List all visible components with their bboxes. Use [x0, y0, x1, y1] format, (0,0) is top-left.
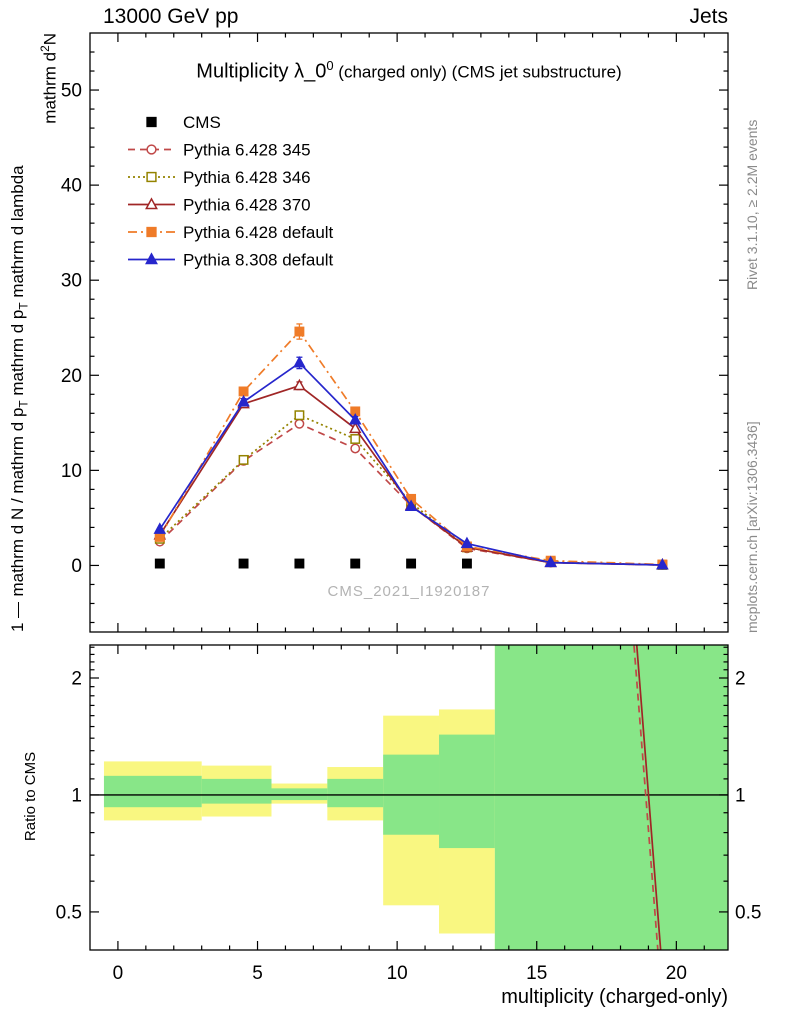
analysis-group-label: Jets: [689, 5, 728, 28]
x-axis-label: multiplicity (charged-only): [501, 986, 728, 1008]
svg-text:2: 2: [71, 669, 82, 690]
legend-entry-pythia-6-428-346: Pythia 6.428 346: [128, 168, 311, 187]
green-band: [201, 778, 272, 804]
ratio-panel-border: [89, 644, 729, 951]
svg-text:1: 1: [735, 785, 746, 806]
legend-entry-pythia-6-428-345: Pythia 6.428 345: [128, 141, 311, 160]
svg-text:0.5: 0.5: [56, 902, 82, 923]
beam-energy-label: 13000 GeV pp: [103, 5, 239, 28]
green-band: [271, 788, 328, 801]
series-pythia-8-308-default: [153, 355, 669, 570]
ratio-diverging-lines: [633, 645, 662, 950]
svg-text:0.5: 0.5: [735, 902, 761, 923]
main-panel-border: [89, 32, 729, 633]
green-band: [439, 734, 495, 849]
svg-text:20: 20: [666, 963, 687, 984]
svg-text:1: 1: [71, 785, 82, 806]
series-pythia-6-428-346: [154, 410, 668, 570]
svg-text:10: 10: [61, 461, 82, 482]
plot-title-superscript: 0: [326, 58, 334, 73]
legend-label: Pythia 6.428 346: [183, 168, 311, 187]
svg-text:50: 50: [61, 81, 82, 102]
svg-text:0: 0: [71, 556, 82, 577]
svg-text:30: 30: [61, 271, 82, 292]
plot-title: Multiplicity λ_00 (charged only) (CMS je…: [90, 58, 728, 84]
green-band: [103, 775, 202, 808]
ratio-bands: [103, 645, 728, 950]
svg-text:10: 10: [387, 963, 408, 984]
legend-label: Pythia 6.428 370: [183, 196, 311, 215]
watermark-label: CMS_2021_I1920187: [327, 583, 491, 600]
legend-entry-pythia-6-428-default: Pythia 6.428 default: [128, 223, 334, 242]
svg-text:40: 40: [61, 176, 82, 197]
legend-label: Pythia 8.308 default: [183, 251, 334, 270]
legend-entry-cms: CMS: [146, 113, 221, 132]
legend-label: CMS: [183, 113, 221, 132]
legend: CMS Pythia 6.428 345 Pythia 6.428 346 Pythi…: [128, 113, 334, 270]
green-band: [494, 645, 728, 950]
axis-ticks: [90, 33, 728, 950]
plot-title-main: Multiplicity λ_0: [196, 60, 327, 83]
legend-entry-pythia-6-428-370: Pythia 6.428 370: [128, 196, 311, 215]
svg-text:20: 20: [61, 366, 82, 387]
svg-text:5: 5: [252, 963, 263, 984]
green-band: [327, 778, 384, 808]
plot-title-suffix: (charged only) (CMS jet substructure): [333, 62, 622, 82]
svg-text:0: 0: [113, 963, 124, 984]
series-pythia-6-428-370: [153, 378, 669, 570]
legend-label: Pythia 6.428 345: [183, 141, 311, 160]
svg-text:2: 2: [735, 669, 746, 690]
series-pythia-6-428-default: [154, 323, 668, 570]
series-cms: [154, 558, 472, 569]
svg-text:15: 15: [526, 963, 547, 984]
legend-label: Pythia 6.428 default: [183, 223, 334, 242]
legend-entry-pythia-8-308-default: Pythia 8.308 default: [128, 251, 334, 270]
